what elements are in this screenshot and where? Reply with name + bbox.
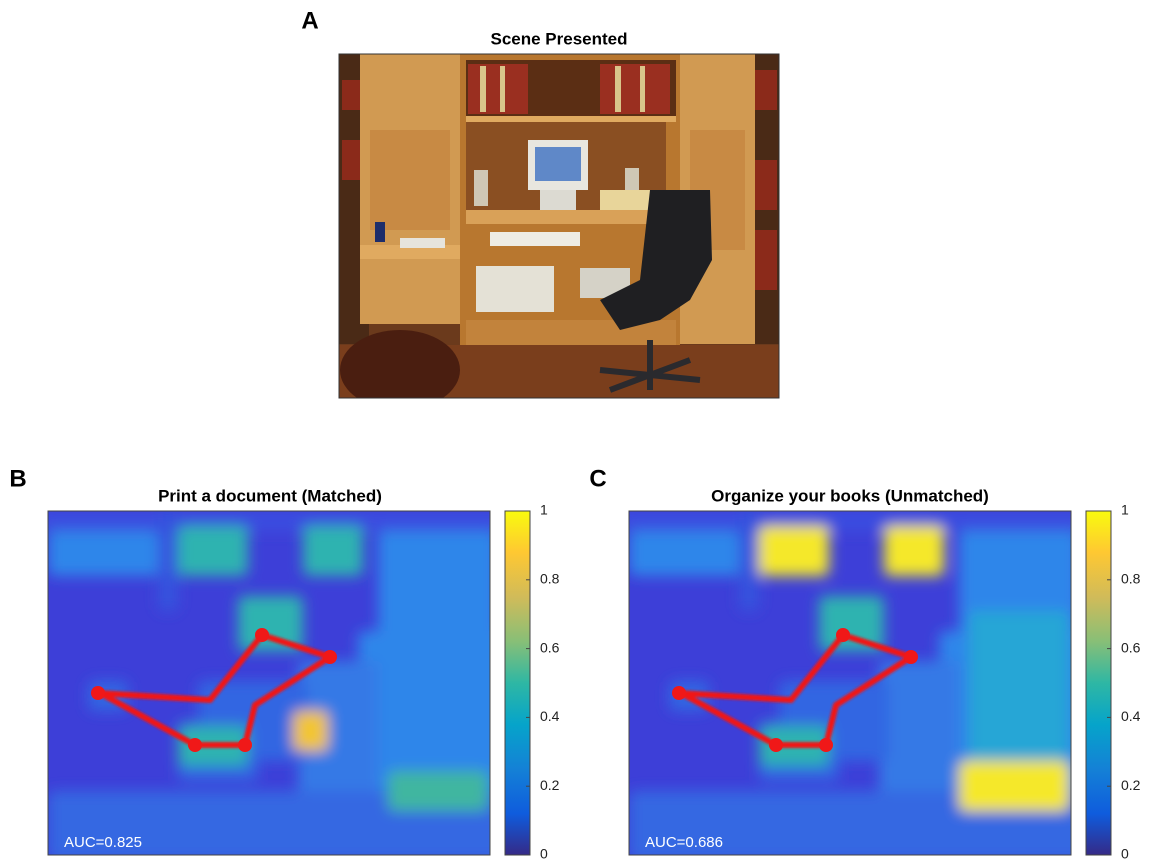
heat-region	[959, 761, 1069, 811]
heat-region	[629, 531, 739, 576]
panel-letter: C	[589, 465, 606, 492]
auc-annotation: AUC=0.825	[64, 834, 142, 851]
heat-region	[178, 526, 248, 576]
heatmap	[619, 511, 1089, 861]
colorbar-tick-label: 0.4	[540, 708, 560, 724]
panel-letter: A	[301, 7, 318, 34]
heat-region	[619, 511, 1089, 531]
heat-region	[969, 611, 1069, 761]
scene-photo	[339, 54, 779, 410]
heat-region	[388, 771, 488, 811]
panel-letter: B	[9, 465, 26, 492]
colorbar	[505, 511, 530, 855]
fixation	[323, 650, 337, 664]
fixation	[836, 628, 850, 642]
colorbar-tick-label: 0.8	[1121, 571, 1141, 587]
auc-annotation: AUC=0.686	[645, 834, 723, 851]
figure: A Scene Presented B Print a document (Mat…	[0, 0, 1149, 864]
heat-region	[759, 526, 829, 576]
fixation	[672, 686, 686, 700]
heat-region	[158, 511, 178, 611]
panel-title: Scene Presented	[490, 29, 627, 48]
colorbar-tick-label: 0.6	[540, 639, 560, 655]
heat-region	[884, 526, 944, 576]
fixation	[769, 738, 783, 752]
fixation	[238, 738, 252, 752]
heat-region	[293, 711, 328, 751]
fixation	[91, 686, 105, 700]
colorbar-tick-label: 1	[540, 502, 548, 518]
heatmap	[38, 511, 508, 861]
panel-title: Organize your books (Unmatched)	[711, 486, 989, 505]
colorbar	[1086, 511, 1111, 855]
heat-region	[739, 511, 759, 611]
colorbar-tick-label: 0.4	[1121, 708, 1141, 724]
colorbar-tick-label: 0.8	[540, 571, 560, 587]
panel-title: Print a document (Matched)	[158, 486, 382, 505]
colorbar-tick-label: 0	[540, 846, 548, 862]
heat-region	[48, 531, 158, 576]
colorbar-tick-label: 0.2	[1121, 777, 1141, 793]
colorbar-tick-label: 0	[1121, 846, 1129, 862]
colorbar-tick-label: 0.2	[540, 777, 560, 793]
fixation	[255, 628, 269, 642]
heat-region	[303, 526, 363, 576]
heat-region	[38, 511, 508, 531]
fixation	[188, 738, 202, 752]
colorbar-tick-label: 0.6	[1121, 639, 1141, 655]
colorbar-tick-label: 1	[1121, 502, 1129, 518]
fixation	[819, 738, 833, 752]
fixation	[904, 650, 918, 664]
